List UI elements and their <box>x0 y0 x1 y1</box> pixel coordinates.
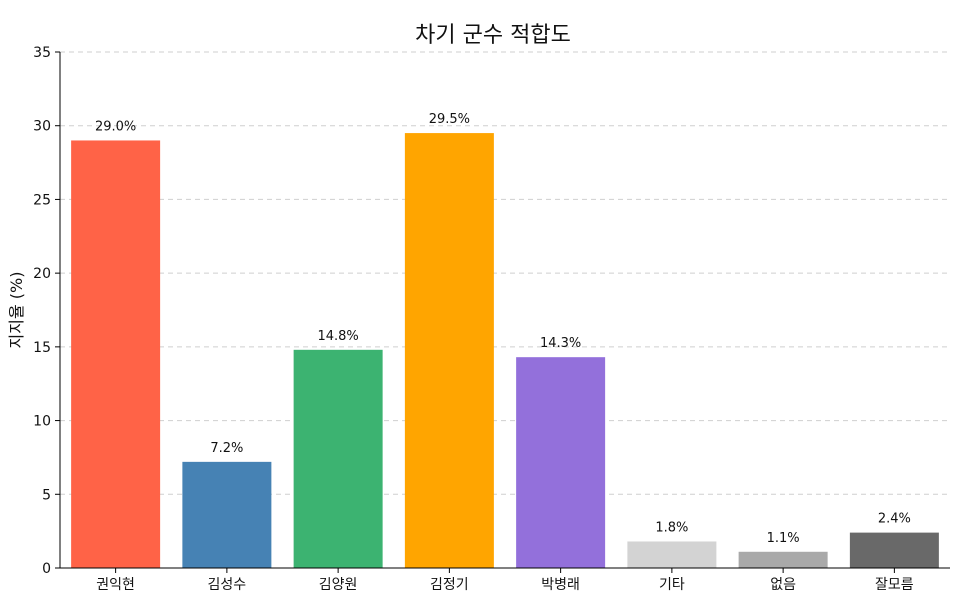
axes: 0 5 10 15 20 25 30 35 권익현 김성수 김양원 김정기 박병래 기타 없음 잘모름 <box>33 45 950 593</box>
y-tick-label: 5 <box>42 487 51 503</box>
data-label: 29.0% <box>95 119 136 134</box>
bar <box>849 532 939 568</box>
chart-title: 차기 군수 적합도 <box>415 23 571 48</box>
y-tick-label: 0 <box>42 561 51 577</box>
bar <box>293 349 383 568</box>
x-tick-label: 박병래 <box>541 577 580 593</box>
bar <box>71 140 161 568</box>
data-label: 2.4% <box>878 512 911 527</box>
bar <box>516 357 606 568</box>
y-tick-label: 10 <box>33 414 51 430</box>
x-tick-label: 기타 <box>659 577 685 593</box>
x-tick-label: 김정기 <box>430 577 469 593</box>
gridlines <box>60 51 950 495</box>
bar <box>404 133 494 569</box>
data-label: 14.8% <box>317 329 358 344</box>
bar <box>738 551 828 568</box>
x-tick-label: 잘모름 <box>875 577 914 593</box>
data-label: 29.5% <box>429 112 470 127</box>
y-tick-label: 20 <box>33 266 51 282</box>
y-tick-label: 15 <box>33 340 51 356</box>
data-label: 7.2% <box>210 441 243 456</box>
y-tick-label: 30 <box>33 119 51 135</box>
data-label: 1.1% <box>767 531 800 546</box>
value-labels: 29.0% 7.2% 14.8% 29.5% 14.3% 1.8% 1.1% 2.4% <box>95 112 911 546</box>
bar <box>182 461 272 568</box>
data-label: 14.3% <box>540 336 581 351</box>
x-tick-label: 권익현 <box>96 577 135 593</box>
y-tick-label: 35 <box>33 45 51 61</box>
x-tick-label: 김양원 <box>319 577 358 593</box>
y-axis-label: 지지율 (%) <box>7 272 26 349</box>
x-tick-label: 없음 <box>770 577 796 593</box>
y-tick-label: 25 <box>33 192 51 208</box>
x-tick-label: 김성수 <box>208 577 247 593</box>
data-label: 1.8% <box>655 520 688 535</box>
bars <box>71 133 939 569</box>
bar <box>627 541 717 568</box>
